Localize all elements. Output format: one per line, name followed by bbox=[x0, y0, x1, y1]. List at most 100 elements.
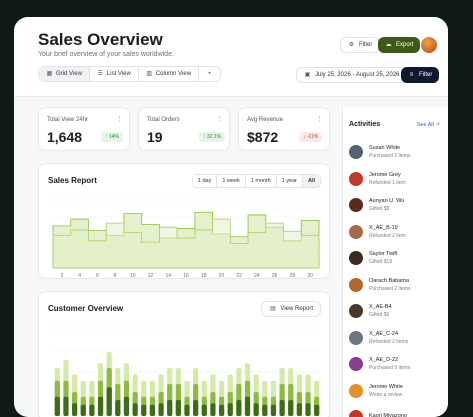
tab-grid-view-label: Grid View bbox=[56, 71, 82, 77]
activity-item[interactable]: Jerome Grey Refunded 1 item bbox=[349, 171, 406, 186]
filter-button[interactable]: ⚙ Filter bbox=[340, 37, 381, 53]
filter-button-secondary-label: Filter bbox=[419, 72, 433, 78]
page-header: Sales Overview Your brief overview of yo… bbox=[14, 17, 448, 97]
activity-avatar bbox=[349, 357, 363, 371]
customer-bar bbox=[149, 404, 156, 416]
customer-bar bbox=[288, 400, 294, 416]
date-range-picker[interactable]: ▣ July 25, 2026 - August 25, 2026 bbox=[296, 67, 408, 83]
x-tick-label: 22 bbox=[236, 273, 242, 279]
customer-bar bbox=[296, 403, 302, 416]
customer-bar bbox=[123, 396, 130, 416]
x-tick-label: 4 bbox=[78, 273, 81, 279]
activity-desc: Gifted $9 bbox=[369, 206, 390, 212]
tab-column-view[interactable]: ▥ Column View bbox=[139, 67, 200, 81]
filter-button-secondary[interactable]: ≡ Filter bbox=[401, 67, 440, 83]
activity-avatar bbox=[349, 171, 363, 186]
customer-bar bbox=[244, 396, 251, 416]
customer-bar bbox=[305, 403, 311, 416]
sales-series-1 bbox=[52, 218, 320, 269]
activity-item[interactable]: Jerome White Wrote a review bbox=[349, 383, 403, 398]
x-tick-label: 8 bbox=[113, 273, 117, 279]
activity-desc: Refunded 2 item bbox=[369, 232, 406, 239]
range-1-month[interactable]: 1 month bbox=[246, 175, 277, 187]
customer-bar bbox=[158, 403, 164, 416]
tab-list-view[interactable]: ☰ List View bbox=[90, 67, 139, 81]
activity-avatar bbox=[349, 224, 363, 239]
export-button[interactable]: ☁ Export bbox=[378, 37, 421, 53]
activity-desc: Purchased 2 items bbox=[369, 153, 411, 159]
stat-badge: ↑ 32.1% bbox=[199, 132, 226, 142]
customer-bar bbox=[106, 387, 112, 416]
filter-icon: ≡ bbox=[409, 71, 414, 78]
more-options-icon[interactable]: ⋮ bbox=[116, 116, 123, 123]
more-options-icon[interactable]: ⋮ bbox=[316, 116, 323, 123]
filter-button-label: Filter bbox=[359, 42, 373, 48]
customer-bar bbox=[193, 400, 199, 416]
activity-item[interactable]: Oarach Babama Purchased 2 items bbox=[349, 277, 410, 292]
activity-name: Oarach Babama bbox=[369, 277, 410, 284]
x-tick-label: 2 bbox=[60, 273, 64, 279]
customer-bar bbox=[63, 396, 69, 416]
activity-avatar bbox=[349, 145, 363, 159]
customer-bar bbox=[141, 404, 147, 416]
activity-item[interactable]: X_AE_C-24 Refunded 2 items bbox=[349, 330, 409, 345]
activity-avatar bbox=[349, 330, 363, 345]
customer-bar bbox=[201, 404, 207, 416]
page-title: Sales Overview bbox=[38, 30, 163, 49]
customer-bar bbox=[54, 396, 60, 416]
activity-item[interactable]: Saylor Twift Gifted $19 bbox=[349, 251, 397, 265]
range-1-year[interactable]: 1 year bbox=[277, 175, 303, 187]
customer-bar bbox=[314, 404, 320, 416]
activity-item[interactable]: Susan White Purchased 2 items bbox=[349, 145, 410, 159]
activity-avatar bbox=[349, 251, 363, 265]
cloud-upload-icon: ☁ bbox=[385, 41, 392, 48]
report-icon: ▤ bbox=[270, 305, 276, 312]
activity-item[interactable]: X_AE_D-22 Purchased 9 items bbox=[349, 357, 410, 371]
activities-panel: Activities See All ↗ Susan White Purchase… bbox=[342, 107, 448, 417]
view-switcher: ▦ Grid View ☰ List View ▥ Column View + bbox=[38, 66, 222, 82]
tab-grid-view[interactable]: ▦ Grid View bbox=[39, 67, 90, 81]
customer-bar bbox=[236, 400, 242, 416]
customer-bar bbox=[167, 400, 173, 416]
activity-desc: Gifted $19 bbox=[369, 259, 393, 265]
activity-avatar bbox=[349, 410, 363, 417]
activity-item[interactable]: Aunyan U. Wu Gifted $9 bbox=[349, 198, 404, 212]
customer-bar bbox=[270, 404, 277, 416]
view-report-label: View Report bbox=[280, 306, 313, 312]
x-tick-label: 6 bbox=[95, 273, 99, 279]
plus-icon: + bbox=[207, 70, 212, 77]
range-1-week[interactable]: 1 week bbox=[217, 175, 246, 187]
see-all-link[interactable]: See All ↗ bbox=[417, 122, 440, 128]
range-1-day[interactable]: 1 day bbox=[193, 175, 218, 187]
activity-name: Aunyan U. Wu bbox=[369, 198, 405, 204]
activity-avatar bbox=[349, 383, 363, 398]
activity-desc: Wrote a review bbox=[369, 391, 403, 398]
customer-bar-chart bbox=[53, 327, 321, 417]
stat-badge: ↓ -11% bbox=[299, 132, 323, 142]
activity-desc: Refunded 2 items bbox=[369, 338, 409, 345]
customer-bar bbox=[72, 403, 78, 416]
activity-name: X_AE_D-22 bbox=[369, 357, 399, 363]
stat-value: $872 bbox=[247, 129, 279, 145]
activity-name: Saylor Twift bbox=[369, 251, 398, 257]
user-avatar[interactable] bbox=[421, 37, 437, 53]
view-report-button[interactable]: ▤ View Report bbox=[261, 301, 321, 317]
stat-label: Total Orders bbox=[147, 117, 180, 123]
customer-bar bbox=[279, 400, 285, 416]
sliders-icon: ⚙ bbox=[348, 41, 355, 48]
x-tick-label: 10 bbox=[130, 273, 136, 279]
activity-item[interactable]: X_AE_B-19 Refunded 2 item bbox=[349, 224, 406, 239]
x-tick-label: 24 bbox=[254, 273, 260, 279]
customer-overview-title: Customer Overview bbox=[48, 304, 124, 313]
x-tick-label: 30 bbox=[307, 273, 313, 279]
more-options-icon[interactable]: ⋮ bbox=[216, 116, 223, 123]
list-icon: ☰ bbox=[97, 70, 104, 77]
activities-title: Activities bbox=[349, 121, 381, 128]
activity-item[interactable]: X_AE-B4 Gifted $6 bbox=[349, 304, 392, 318]
activity-name: Jerome White bbox=[369, 383, 403, 390]
add-view-button[interactable]: + bbox=[199, 67, 220, 81]
x-tick-label: 16 bbox=[183, 273, 189, 279]
range-all[interactable]: All bbox=[302, 175, 320, 187]
activity-avatar bbox=[349, 198, 363, 212]
activity-item[interactable]: Kaori Miyazono bbox=[349, 410, 407, 417]
